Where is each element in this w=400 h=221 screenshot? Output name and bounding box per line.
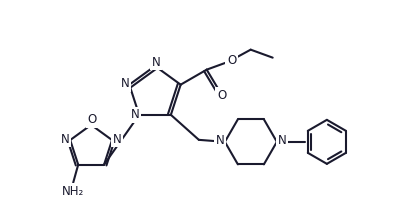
Text: O: O	[88, 113, 97, 126]
Text: N: N	[113, 133, 122, 146]
Text: N: N	[121, 77, 130, 90]
Text: O: O	[227, 54, 236, 67]
Text: N: N	[278, 134, 286, 147]
Text: NH₂: NH₂	[62, 185, 84, 198]
Text: N: N	[61, 133, 70, 146]
Text: O: O	[217, 89, 226, 102]
Text: N: N	[131, 108, 140, 121]
Text: N: N	[152, 55, 160, 69]
Text: N: N	[216, 134, 224, 147]
